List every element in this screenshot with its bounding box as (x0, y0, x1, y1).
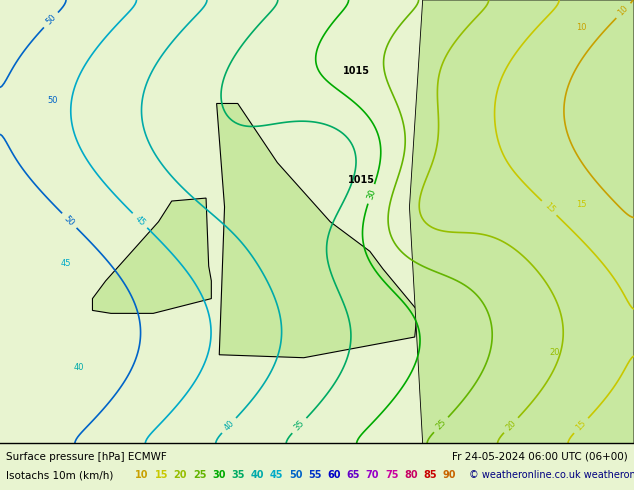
Text: 45: 45 (270, 470, 283, 480)
Text: 40: 40 (250, 470, 264, 480)
Text: 15: 15 (155, 470, 168, 480)
Text: 25: 25 (434, 418, 448, 432)
Text: 90: 90 (443, 470, 456, 480)
Text: Fr 24-05-2024 06:00 UTC (06+00): Fr 24-05-2024 06:00 UTC (06+00) (452, 452, 628, 462)
Text: 30: 30 (365, 187, 377, 200)
Text: 25: 25 (193, 470, 207, 480)
Text: 1015: 1015 (343, 66, 370, 76)
Polygon shape (217, 103, 417, 358)
Text: 50: 50 (48, 97, 58, 105)
Text: 10: 10 (135, 470, 149, 480)
Text: 35: 35 (292, 418, 306, 433)
Text: 15: 15 (576, 200, 586, 209)
Text: 45: 45 (133, 214, 147, 227)
Text: 30: 30 (212, 470, 226, 480)
Text: 40: 40 (74, 363, 84, 371)
Text: 1015: 1015 (349, 175, 375, 185)
Text: 55: 55 (308, 470, 321, 480)
Text: 50: 50 (44, 13, 58, 27)
Text: © weatheronline.co.uk weatheronline.co.uk: © weatheronline.co.uk weatheronline.co.u… (469, 470, 634, 480)
Text: 50: 50 (289, 470, 302, 480)
Text: 45: 45 (61, 259, 71, 268)
Text: 65: 65 (347, 470, 360, 480)
Text: 85: 85 (424, 470, 437, 480)
Text: 50: 50 (62, 214, 76, 227)
Text: Surface pressure [hPa] ECMWF: Surface pressure [hPa] ECMWF (6, 452, 167, 462)
Text: 20: 20 (174, 470, 187, 480)
Text: 40: 40 (222, 418, 236, 432)
Text: 75: 75 (385, 470, 399, 480)
Text: 60: 60 (327, 470, 341, 480)
Text: 10: 10 (576, 23, 586, 31)
Text: Isotachs 10m (km/h): Isotachs 10m (km/h) (6, 470, 117, 480)
Text: 15: 15 (542, 201, 556, 215)
Polygon shape (93, 198, 211, 314)
Text: 35: 35 (231, 470, 245, 480)
Text: 80: 80 (404, 470, 418, 480)
Text: 10: 10 (616, 4, 630, 18)
Text: 70: 70 (366, 470, 379, 480)
Text: 20: 20 (504, 418, 518, 432)
Polygon shape (410, 0, 634, 443)
Text: 15: 15 (574, 419, 588, 433)
Text: 20: 20 (550, 348, 560, 357)
